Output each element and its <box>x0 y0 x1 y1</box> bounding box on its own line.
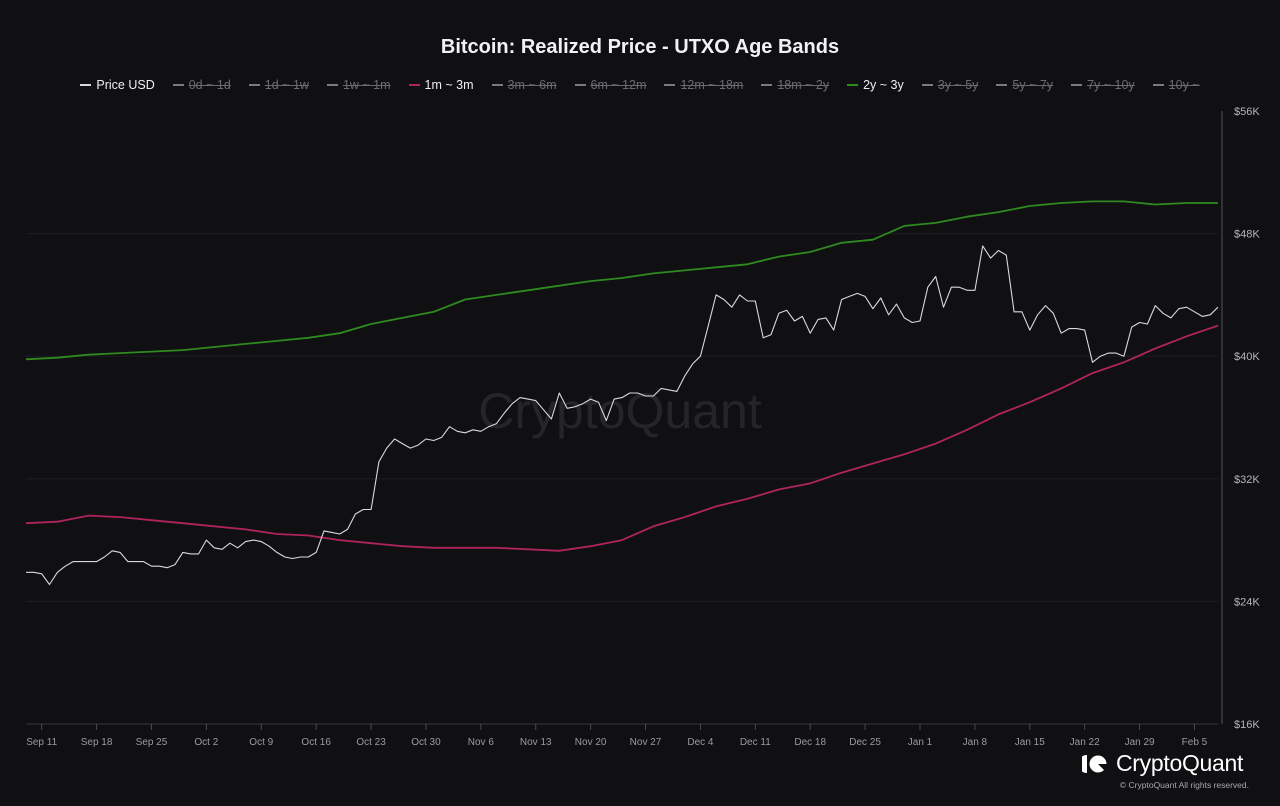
legend-line-icon <box>1152 84 1164 86</box>
x-tick-label: Dec 4 <box>687 737 714 748</box>
y-tick-label: $16K <box>1234 719 1260 731</box>
legend-item-6m-12m[interactable]: 6m ~ 12m <box>574 78 647 92</box>
x-axis-labels: Sep 11 Sep 18 Sep 25 Oct 2 Oct 9 Oct 16 Oct 23… <box>26 724 1208 748</box>
x-tick-label: Oct 9 <box>249 737 273 748</box>
x-tick-label: Nov 6 <box>468 737 495 748</box>
legend-label: 1m ~ 3m <box>424 78 474 92</box>
brand-name: CryptoQuant <box>1116 750 1244 776</box>
y-tick-label: $56K <box>1234 106 1260 118</box>
legend-line-icon <box>491 84 503 86</box>
y-tick-label: $40K <box>1234 351 1260 363</box>
x-tick-label: Jan 22 <box>1070 737 1100 748</box>
x-tick-label: Oct 2 <box>194 737 218 748</box>
legend-label: 0d ~ 1d <box>188 78 231 92</box>
legend-item-18m-2y[interactable]: 18m ~ 2y <box>761 78 829 92</box>
x-tick-label: Nov 20 <box>575 737 607 748</box>
legend-line-icon <box>664 84 676 86</box>
legend-item-10y[interactable]: 10y ~ <box>1152 78 1200 92</box>
legend-line-icon <box>172 84 184 86</box>
x-tick-label: Dec 18 <box>794 737 826 748</box>
legend-label: 7y ~ 10y <box>1087 78 1135 92</box>
gridlines <box>26 233 1218 602</box>
x-tick-label: Nov 13 <box>520 737 552 748</box>
series-line-price-usd <box>26 245 1219 586</box>
y-axis-labels: $56K $48K $40K $32K $24K $16K <box>1234 106 1260 731</box>
legend-label: 3m ~ 6m <box>507 78 557 92</box>
x-tick-label: Oct 16 <box>301 737 331 748</box>
legend-line-icon <box>847 84 859 86</box>
x-tick-label: Jan 1 <box>908 737 933 748</box>
legend-label: 5y ~ 7y <box>1012 78 1054 92</box>
watermark: CryptoQuant <box>478 383 762 439</box>
x-tick-label: Jan 15 <box>1015 737 1045 748</box>
y-tick-label: $24K <box>1234 596 1260 608</box>
legend-label: 3y ~ 5y <box>937 78 979 92</box>
copyright-text: © CryptoQuant All rights reserved. <box>1119 780 1249 790</box>
legend-label: 12m ~ 18m <box>680 78 744 92</box>
y-tick-label: $32K <box>1234 474 1260 486</box>
series-line-1m-3m <box>25 324 1219 552</box>
brand-logo: CryptoQuant <box>1082 750 1243 777</box>
legend-line-icon <box>574 84 586 86</box>
legend-line-icon <box>80 84 92 86</box>
x-tick-label: Oct 30 <box>411 737 441 748</box>
legend-line-icon <box>921 84 933 86</box>
legend-line-icon <box>996 84 1008 86</box>
x-tick-label: Sep 18 <box>81 737 113 748</box>
x-tick-label: Dec 25 <box>849 737 881 748</box>
legend-item-0d-1d[interactable]: 0d ~ 1d <box>172 78 231 92</box>
legend-item-3y-5y[interactable]: 3y ~ 5y <box>921 78 979 92</box>
legend-item-1d-1w[interactable]: 1d ~ 1w <box>248 78 309 92</box>
y-tick-label: $48K <box>1234 229 1260 241</box>
legend-item-1m-3m[interactable]: 1m ~ 3m <box>408 78 474 92</box>
legend-label: 10y ~ <box>1168 78 1200 92</box>
legend-line-icon <box>761 84 773 86</box>
legend-label: 6m ~ 12m <box>590 78 647 92</box>
x-tick-label: Sep 25 <box>136 737 168 748</box>
legend-label: 1d ~ 1w <box>264 78 309 92</box>
chart-legend: Price USD 0d ~ 1d 1d ~ 1w 1w ~ 1m 1m ~ 3m 3m … <box>0 78 1280 92</box>
series-line-2y-3y <box>25 200 1218 361</box>
legend-label: Price USD <box>96 78 155 92</box>
legend-item-1w-1m[interactable]: 1w ~ 1m <box>326 78 391 92</box>
legend-item-3m-6m[interactable]: 3m ~ 6m <box>491 78 557 92</box>
legend-item-12m-18m[interactable]: 12m ~ 18m <box>664 78 743 92</box>
legend-line-icon <box>248 84 260 86</box>
cryptoquant-logo-icon <box>1082 754 1107 773</box>
legend-line-icon <box>326 84 338 86</box>
x-tick-label: Dec 11 <box>740 737 771 748</box>
legend-line-icon <box>408 84 420 86</box>
legend-label: 2y ~ 3y <box>863 78 904 92</box>
x-tick-label: Jan 29 <box>1125 737 1155 748</box>
legend-item-5y-7y[interactable]: 5y ~ 7y <box>996 78 1053 92</box>
chart-title: Bitcoin: Realized Price - UTXO Age Bands <box>440 36 840 58</box>
x-tick-label: Sep 11 <box>26 737 57 748</box>
legend-label: 18m ~ 2y <box>777 78 830 92</box>
x-tick-label: Jan 8 <box>963 737 988 748</box>
legend-item-2y-3y[interactable]: 2y ~ 3y <box>847 78 904 92</box>
legend-label: 1w ~ 1m <box>342 78 391 92</box>
legend-line-icon <box>1071 84 1083 86</box>
x-tick-label: Feb 5 <box>1182 737 1208 748</box>
series-lines <box>25 200 1219 586</box>
x-tick-label: Oct 23 <box>356 737 386 748</box>
legend-item-price-usd[interactable]: Price USD <box>80 78 155 92</box>
x-tick-label: Nov 27 <box>630 737 662 748</box>
legend-item-7y-10y[interactable]: 7y ~ 10y <box>1071 78 1135 92</box>
